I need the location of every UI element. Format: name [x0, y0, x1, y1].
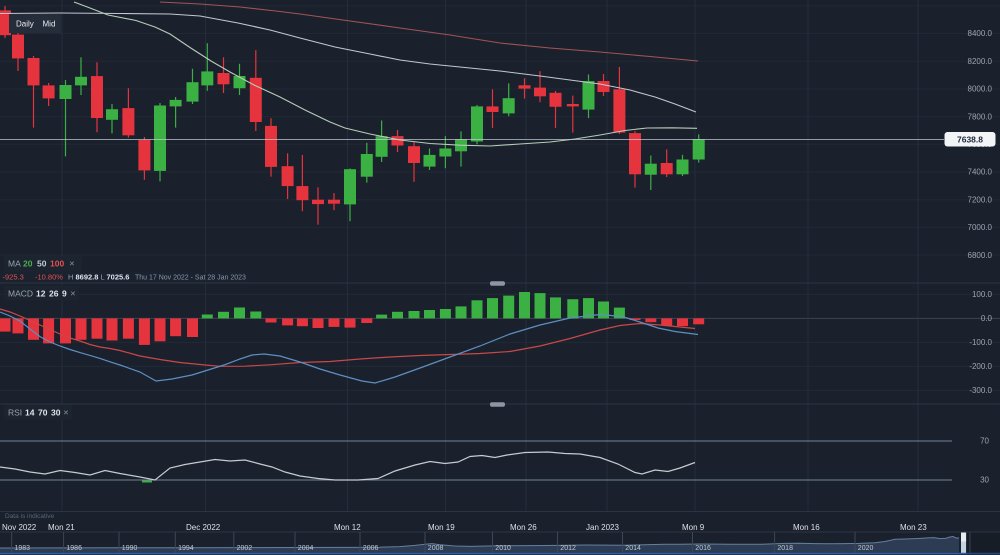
- svg-text:✕: ✕: [69, 261, 75, 268]
- svg-text:30: 30: [980, 476, 989, 485]
- svg-text:Mon 26: Mon 26: [510, 523, 537, 532]
- svg-text:2006: 2006: [363, 545, 379, 552]
- svg-text:2002: 2002: [237, 545, 253, 552]
- svg-text:12: 12: [36, 289, 46, 299]
- svg-text:Daily: Daily: [16, 20, 34, 29]
- svg-text:✕: ✕: [70, 291, 76, 298]
- svg-text:7200.0: 7200.0: [968, 195, 993, 204]
- svg-text:7000.0: 7000.0: [968, 223, 993, 232]
- svg-text:2016: 2016: [695, 545, 711, 552]
- svg-text:Mon 12: Mon 12: [334, 523, 361, 532]
- svg-text:-10.80%: -10.80%: [35, 273, 63, 282]
- svg-text:Dec 2022: Dec 2022: [186, 523, 221, 532]
- svg-text:-925.3: -925.3: [3, 273, 24, 282]
- svg-text:14: 14: [25, 408, 35, 418]
- svg-text:100.0: 100.0: [972, 290, 993, 299]
- svg-text:MA: MA: [8, 259, 21, 269]
- svg-text:Mon 16: Mon 16: [793, 523, 820, 532]
- svg-text:1990: 1990: [122, 545, 138, 552]
- svg-text:H 8692.8: H 8692.8: [68, 273, 98, 282]
- svg-text:MACD: MACD: [8, 289, 33, 299]
- svg-text:Mon 19: Mon 19: [428, 523, 455, 532]
- svg-text:✕: ✕: [63, 410, 69, 417]
- svg-text:0.0: 0.0: [981, 314, 993, 323]
- svg-text:50: 50: [37, 259, 47, 269]
- svg-text:100: 100: [50, 259, 64, 269]
- svg-text:1994: 1994: [178, 545, 194, 552]
- svg-text:Data is indicative: Data is indicative: [5, 513, 55, 520]
- svg-text:-100.0: -100.0: [969, 338, 992, 347]
- svg-text:8400.0: 8400.0: [968, 29, 993, 38]
- svg-text:Mid: Mid: [43, 20, 56, 29]
- svg-text:6800.0: 6800.0: [968, 251, 993, 260]
- svg-text:-300.0: -300.0: [969, 386, 992, 395]
- svg-text:9: 9: [62, 289, 67, 299]
- svg-text:2004: 2004: [298, 545, 314, 552]
- svg-text:8200.0: 8200.0: [968, 57, 993, 66]
- svg-text:30: 30: [51, 408, 61, 418]
- svg-text:Mon 21: Mon 21: [48, 523, 75, 532]
- svg-text:7800.0: 7800.0: [968, 112, 993, 121]
- svg-text:2014: 2014: [625, 545, 641, 552]
- svg-text:7400.0: 7400.0: [968, 168, 993, 177]
- svg-text:2010: 2010: [495, 545, 511, 552]
- svg-text:70: 70: [980, 437, 989, 446]
- svg-text:L 7025.6: L 7025.6: [101, 273, 130, 282]
- svg-text:26: 26: [49, 289, 59, 299]
- svg-text:20: 20: [23, 259, 33, 269]
- svg-text:Nov 2022: Nov 2022: [2, 523, 37, 532]
- svg-text:7638.8: 7638.8: [957, 135, 983, 145]
- svg-text:Jan 2023: Jan 2023: [586, 523, 619, 532]
- svg-text:70: 70: [38, 408, 48, 418]
- svg-text:1983: 1983: [15, 545, 31, 552]
- svg-text:2020: 2020: [858, 545, 874, 552]
- svg-text:Mon 9: Mon 9: [682, 523, 705, 532]
- svg-text:2008: 2008: [428, 545, 444, 552]
- svg-text:RSI: RSI: [8, 408, 22, 418]
- svg-text:2018: 2018: [777, 545, 793, 552]
- svg-text:Mon 23: Mon 23: [900, 523, 927, 532]
- svg-text:-200.0: -200.0: [969, 362, 992, 371]
- svg-text:2012: 2012: [560, 545, 576, 552]
- svg-text:8000.0: 8000.0: [968, 85, 993, 94]
- svg-text:1986: 1986: [66, 545, 82, 552]
- svg-text:Thu 17 Nov 2022 - Sat 28 Jan 2: Thu 17 Nov 2022 - Sat 28 Jan 2023: [135, 275, 246, 282]
